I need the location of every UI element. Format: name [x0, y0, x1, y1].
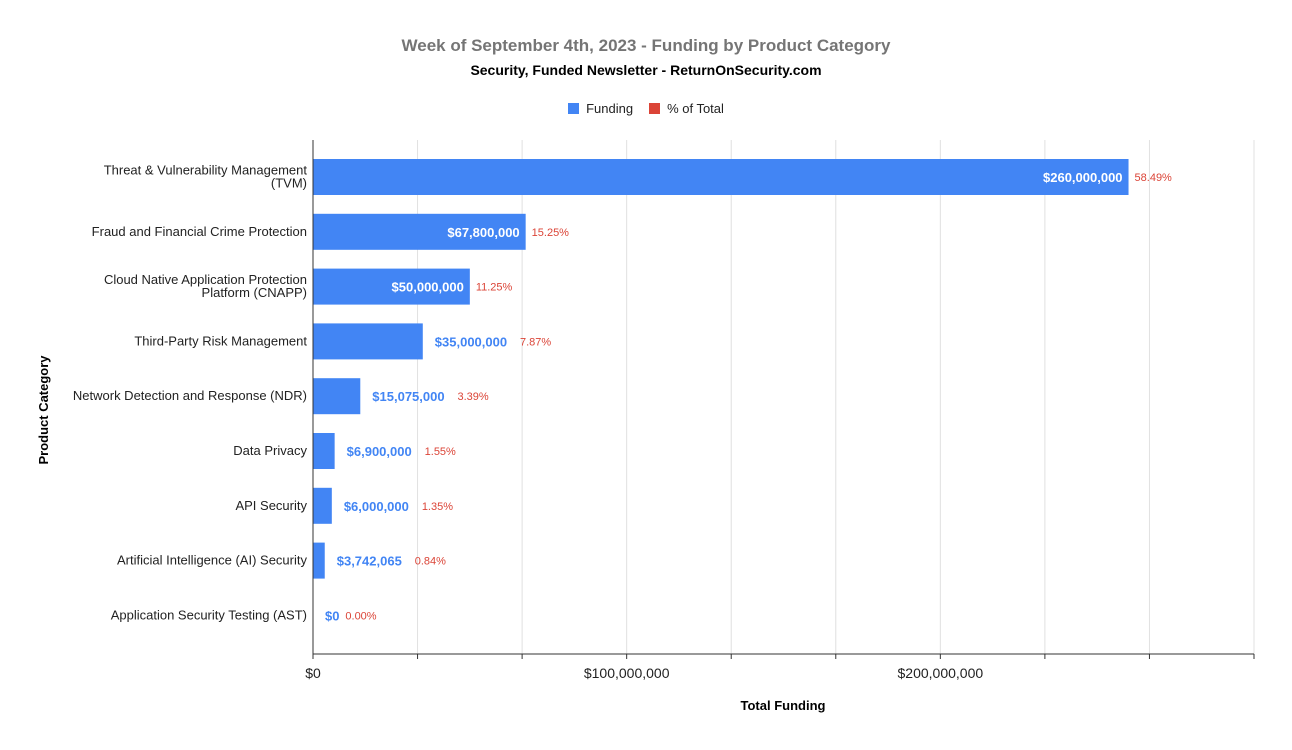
- gridlines: [417, 140, 1255, 654]
- category-label: Cloud Native Application Protection Platf…: [104, 272, 307, 300]
- bar-value-label: $260,000,000: [1043, 170, 1123, 185]
- bar-funding: [313, 213, 526, 250]
- category-label-line: Threat & Vulnerability Management: [104, 163, 308, 178]
- legend-item-funding[interactable]: Funding: [568, 101, 633, 116]
- bar-value-label: $50,000,000: [392, 280, 464, 295]
- bar-funding: [313, 542, 325, 579]
- legend-label-percent: % of Total: [667, 101, 724, 116]
- legend-label-funding: Funding: [586, 101, 634, 116]
- bars: $260,000,000 58.49% $67,800,000 15.25% $50,0…: [313, 159, 1172, 623]
- percent-label: 11.25%: [476, 282, 513, 294]
- percent-label: 0.00%: [345, 610, 376, 622]
- category-label-line: Artificial Intelligence (AI) Security: [117, 553, 308, 568]
- legend-swatch-funding: [568, 103, 580, 114]
- category-label-line: Network Detection and Response (NDR): [73, 388, 307, 403]
- bar-value-label: $67,800,000: [447, 225, 519, 240]
- legend: Funding % of Total: [0, 101, 1292, 116]
- bar-value-label: $35,000,000: [435, 334, 507, 349]
- category-label-line: (TVM): [271, 176, 307, 191]
- bar-value-label: $3,742,065: [337, 554, 402, 569]
- category-label-line: Cloud Native Application Protection: [104, 272, 307, 287]
- bar-value-label: $6,000,000: [344, 499, 409, 514]
- bar-funding: [313, 433, 335, 469]
- percent-label: 7.87%: [520, 336, 551, 348]
- percent-label: 0.84%: [415, 556, 446, 568]
- category-label-line: Platform (CNAPP): [202, 285, 307, 300]
- axes: $0 $100,000,000 $200,000,000: [305, 140, 1255, 681]
- percent-label: 1.55%: [425, 446, 456, 458]
- bar-value-label: $6,900,000: [347, 444, 412, 459]
- bar-value-label: $0: [325, 608, 339, 623]
- bar-value-label: $15,075,000: [372, 389, 444, 404]
- percent-label: 58.49%: [1135, 172, 1173, 184]
- category-label-line: Third-Party Risk Management: [134, 333, 307, 348]
- percent-label: 15.25%: [532, 227, 570, 239]
- y-axis-title: Product Category: [36, 355, 51, 465]
- category-label: Third-Party Risk Management: [134, 333, 307, 348]
- category-label: Artificial Intelligence (AI) Security: [117, 553, 308, 568]
- legend-swatch-percent: [649, 103, 661, 114]
- x-axis-title: Total Funding: [741, 698, 826, 713]
- category-label: Application Security Testing (AST): [111, 607, 307, 622]
- x-tick-label: $200,000,000: [898, 665, 984, 681]
- category-labels: Threat & Vulnerability Management (TVM) Fr…: [73, 163, 308, 623]
- percent-label: 1.35%: [422, 501, 453, 513]
- chart-title: Week of September 4th, 2023 - Funding by…: [401, 36, 891, 55]
- legend-item-percent[interactable]: % of Total: [649, 101, 724, 116]
- x-tick-label: $0: [305, 665, 321, 681]
- bar-funding: [313, 268, 470, 305]
- category-label-line: Application Security Testing (AST): [111, 607, 307, 622]
- bar-funding: [313, 378, 361, 415]
- category-label-line: API Security: [235, 498, 307, 513]
- category-label-line: Data Privacy: [233, 443, 307, 458]
- category-label: API Security: [235, 498, 307, 513]
- category-label-line: Fraud and Financial Crime Protection: [92, 224, 307, 239]
- category-label: Network Detection and Response (NDR): [73, 388, 307, 403]
- percent-label: 3.39%: [457, 391, 488, 403]
- bar-funding: [313, 159, 1129, 195]
- category-label: Fraud and Financial Crime Protection: [92, 224, 307, 239]
- category-label: Data Privacy: [233, 443, 307, 458]
- bar-funding: [313, 323, 423, 360]
- chart-subtitle: Security, Funded Newsletter - ReturnOnSe…: [470, 62, 822, 78]
- bar-funding: [313, 487, 332, 524]
- category-label: Threat & Vulnerability Management (TVM): [104, 163, 308, 191]
- x-tick-label: $100,000,000: [584, 665, 670, 681]
